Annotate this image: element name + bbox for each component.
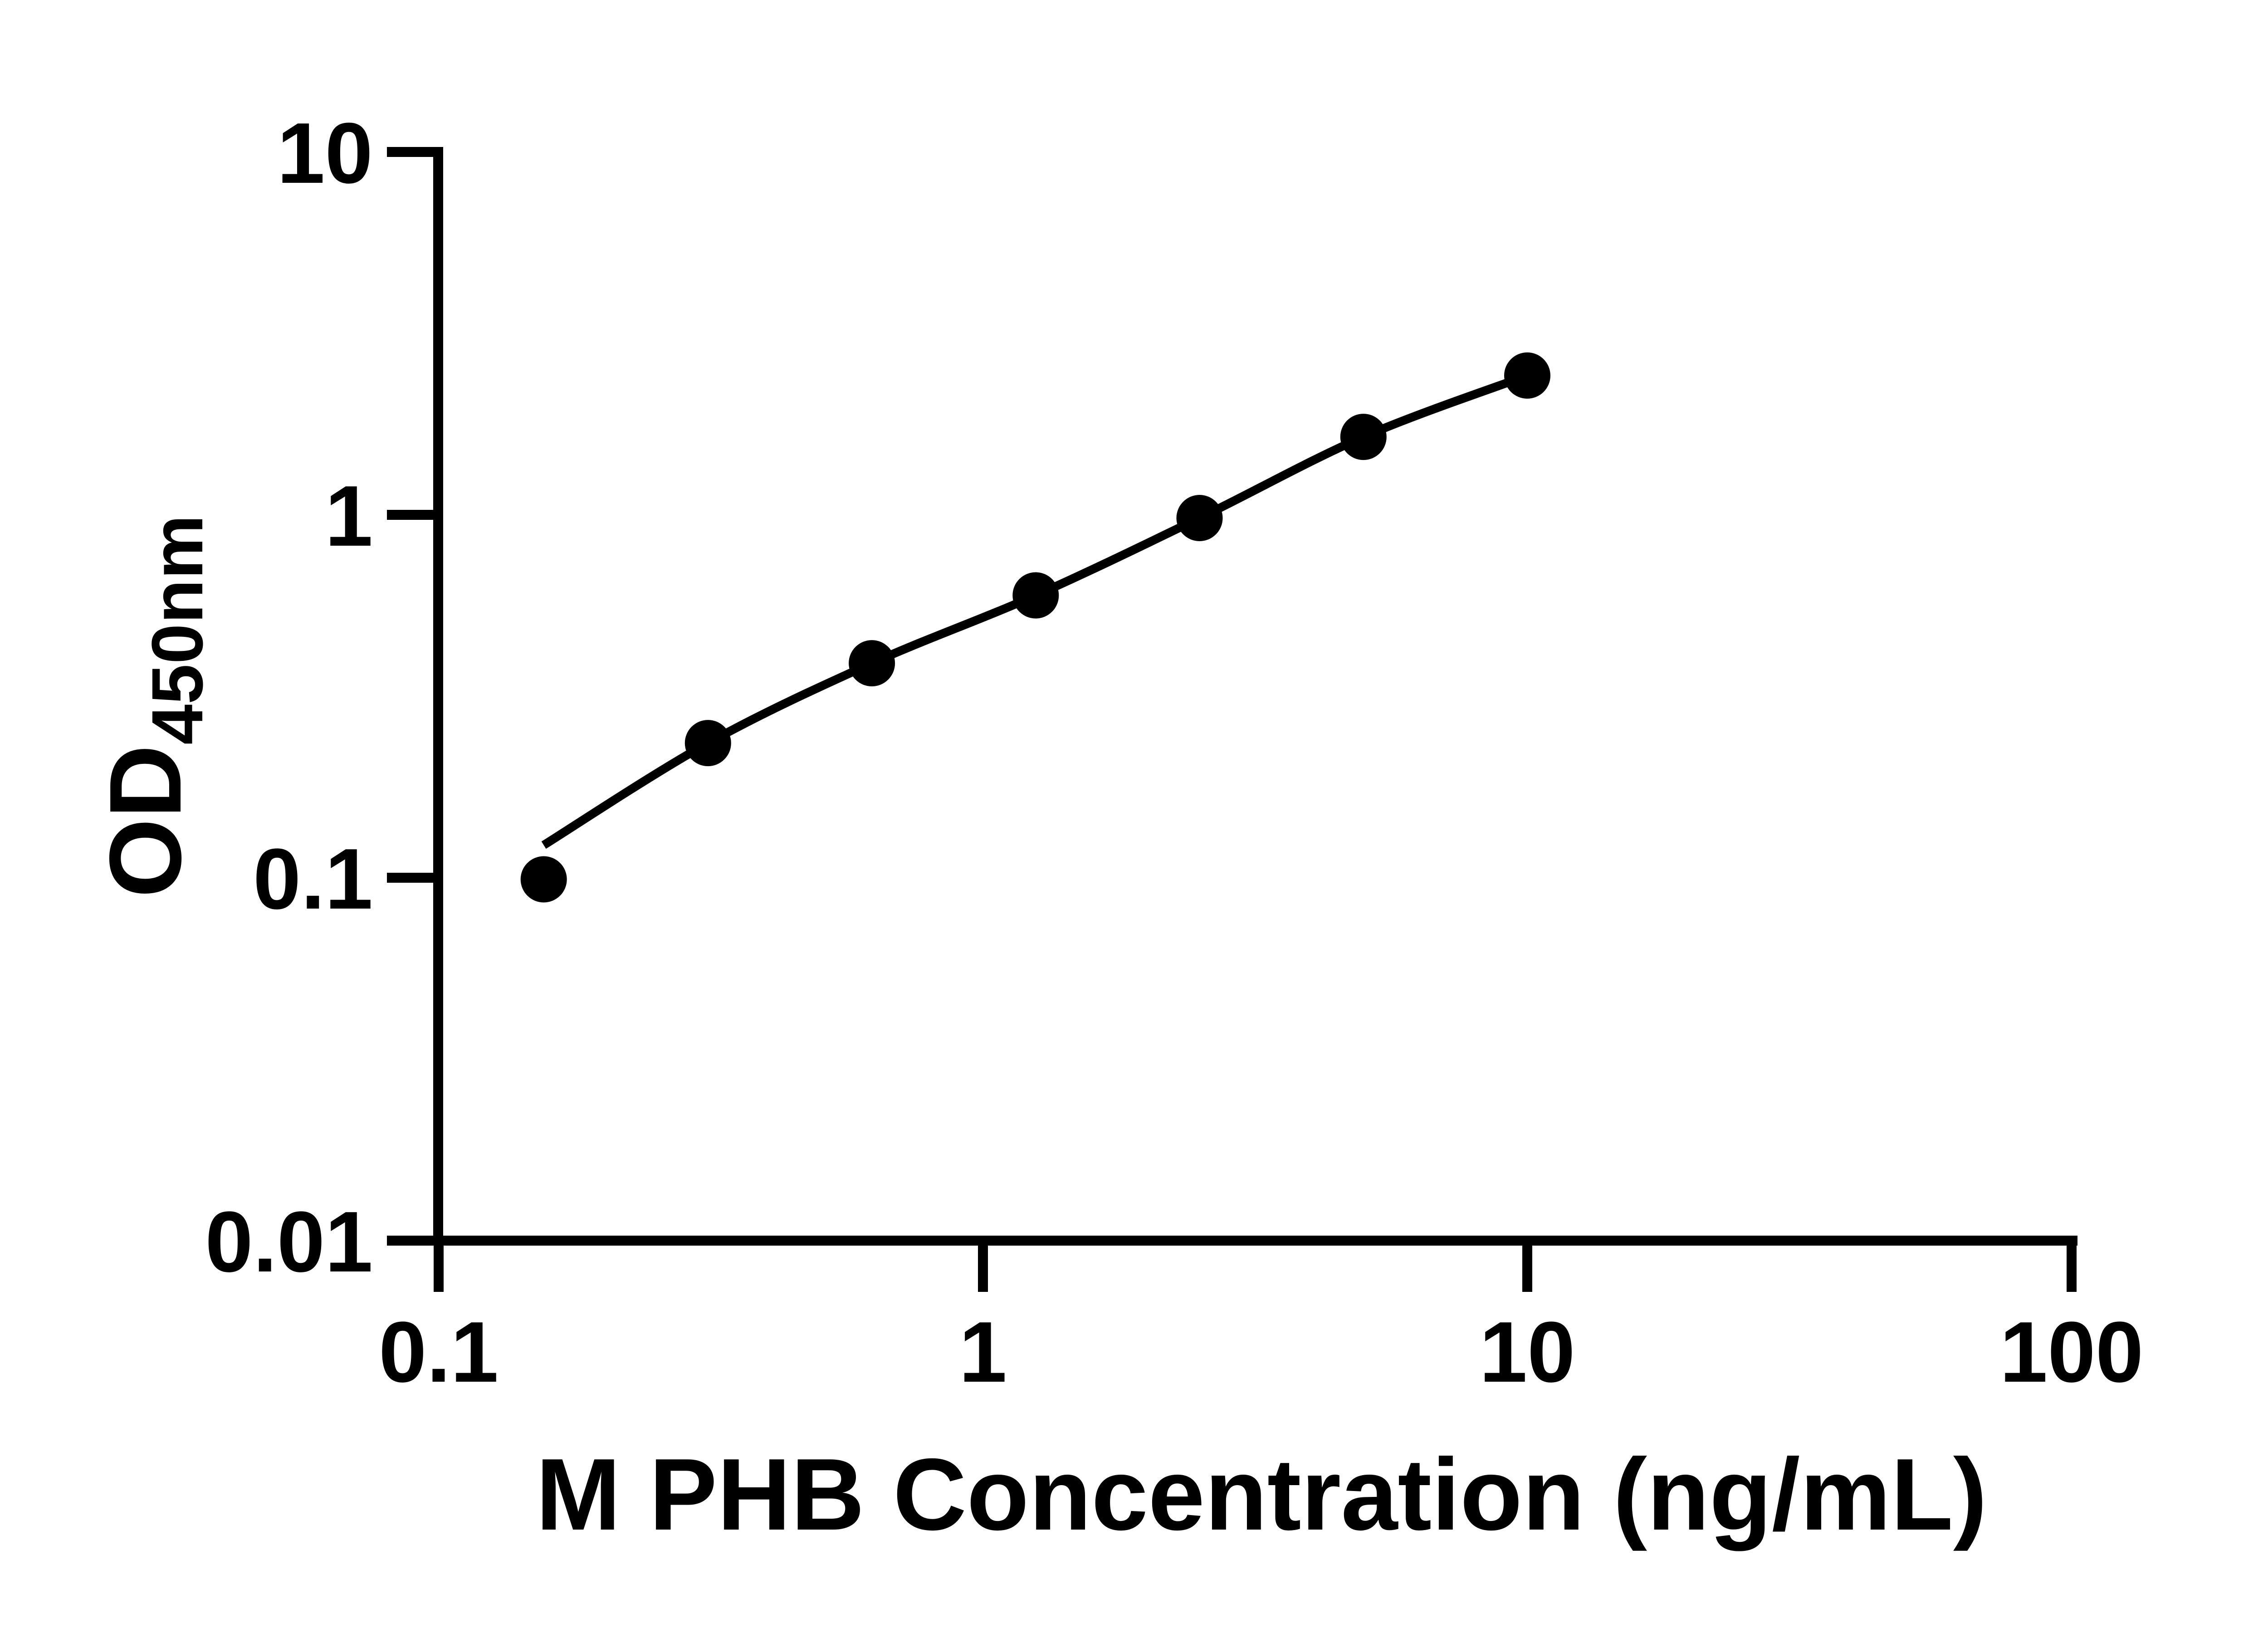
y-tick-label: 0.01	[205, 1194, 373, 1290]
x-tick-label: 10	[1479, 1304, 1575, 1400]
y-tick-label: 10	[277, 105, 373, 201]
y-axis-title: OD450nm	[88, 515, 218, 898]
data-point	[1504, 352, 1550, 399]
y-tick-label: 0.1	[253, 831, 373, 927]
y-axis-title-subscript: 450nm	[137, 515, 218, 745]
x-tick-label: 0.1	[379, 1304, 499, 1400]
data-point	[1340, 414, 1387, 460]
data-point	[1012, 572, 1059, 619]
x-tick-label: 100	[1999, 1304, 2143, 1400]
y-axis-title-main: OD	[88, 745, 202, 898]
data-point	[520, 856, 567, 903]
data-point	[684, 720, 731, 767]
data-point	[849, 640, 895, 687]
y-tick-label: 1	[325, 468, 373, 564]
x-tick-label: 1	[959, 1304, 1007, 1400]
x-axis-title: M PHB Concentration (ng/mL)	[536, 1437, 1987, 1551]
data-point	[1176, 495, 1223, 541]
